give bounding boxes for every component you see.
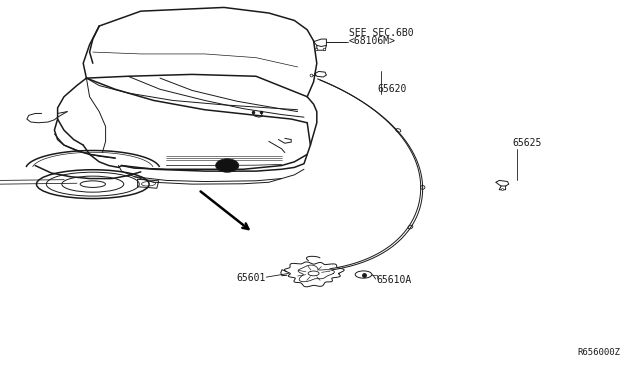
Text: 65610A: 65610A (376, 275, 412, 285)
Circle shape (216, 159, 239, 172)
Text: <68106M>: <68106M> (349, 36, 396, 46)
Text: 65625: 65625 (512, 138, 541, 148)
Text: 65601: 65601 (236, 273, 266, 283)
Text: R656000Z: R656000Z (578, 348, 621, 357)
Text: SEE SEC.6B0: SEE SEC.6B0 (349, 28, 413, 38)
Text: 65620: 65620 (378, 84, 407, 94)
